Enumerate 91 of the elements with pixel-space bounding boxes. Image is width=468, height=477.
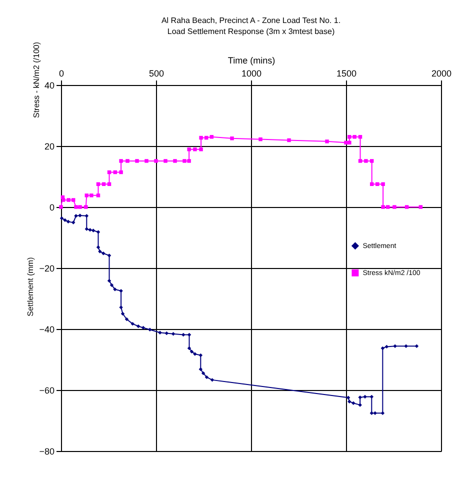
y-tick-label: 20 (44, 142, 54, 152)
point (74, 214, 78, 218)
x-tick-label: 2000 (431, 68, 452, 78)
point (66, 198, 70, 202)
point (84, 205, 88, 209)
point (107, 254, 112, 258)
point (230, 136, 234, 140)
y-axis-title: Settlement (mm) (26, 256, 36, 316)
point (119, 289, 123, 293)
point (199, 147, 203, 152)
point (348, 400, 352, 404)
point (96, 230, 100, 234)
point (164, 159, 168, 163)
point (386, 205, 390, 209)
point (381, 205, 385, 209)
point (110, 283, 114, 287)
point (384, 344, 389, 349)
point (358, 395, 362, 400)
point (370, 394, 374, 399)
point (404, 205, 409, 209)
x-tick-label: 0 (58, 68, 64, 78)
point (418, 205, 423, 209)
point (352, 401, 356, 405)
point (181, 332, 186, 337)
point (363, 394, 367, 399)
point (171, 332, 176, 336)
point (130, 322, 134, 326)
y-tick-label: −80 (39, 446, 54, 456)
point (346, 396, 350, 400)
point (63, 218, 67, 222)
point (364, 159, 368, 163)
y-tick-label: −60 (39, 386, 54, 396)
point (287, 138, 291, 142)
point (88, 228, 92, 232)
point (258, 137, 262, 142)
point (187, 147, 191, 152)
point (126, 159, 130, 163)
point (84, 194, 89, 198)
point (102, 251, 106, 256)
point (348, 134, 352, 139)
point (199, 136, 203, 140)
point (135, 159, 139, 163)
point (182, 159, 186, 163)
point (91, 228, 96, 232)
point (158, 330, 162, 335)
point (59, 205, 63, 209)
point (74, 205, 78, 209)
point (148, 328, 152, 332)
x-tick-label: 1000 (241, 68, 262, 78)
point (358, 159, 362, 163)
point (190, 350, 194, 354)
point (187, 159, 191, 163)
point (71, 198, 76, 202)
point (119, 305, 123, 310)
point (325, 140, 329, 144)
point (392, 205, 396, 209)
x-axis-title: Time (mins) (228, 56, 276, 66)
point (71, 220, 76, 224)
point (210, 378, 214, 382)
chart-title: Al Raha Beach, Precinct A - Zone Load Test No. 1. (161, 16, 341, 25)
point (380, 411, 385, 416)
point (352, 134, 356, 139)
chart-subtitle: Load Settlement Response (3m x 3mtest base) (167, 26, 335, 36)
point (90, 194, 94, 198)
point (119, 159, 123, 163)
y-tick-label: −40 (39, 324, 54, 334)
point (119, 170, 123, 174)
point (84, 227, 89, 231)
point (173, 159, 177, 163)
point (78, 205, 82, 209)
point (154, 159, 158, 163)
point (381, 182, 385, 186)
point (61, 198, 66, 202)
point (370, 411, 374, 416)
point (96, 194, 100, 198)
y-tick-label: 40 (44, 80, 54, 90)
x-tick-label: 1500 (336, 68, 357, 78)
y-tick-label: 0 (49, 202, 54, 212)
text: Stress - kN/m2 (/100) (32, 42, 41, 118)
point (414, 344, 419, 348)
point (66, 220, 70, 224)
point (144, 159, 148, 163)
point (113, 287, 117, 292)
y-tick-label: −20 (39, 264, 54, 274)
point (373, 411, 377, 416)
point (370, 159, 374, 163)
point (348, 140, 352, 145)
x-tick-label: 500 (148, 68, 164, 78)
point (164, 331, 169, 336)
point (193, 147, 197, 152)
point (84, 214, 89, 218)
